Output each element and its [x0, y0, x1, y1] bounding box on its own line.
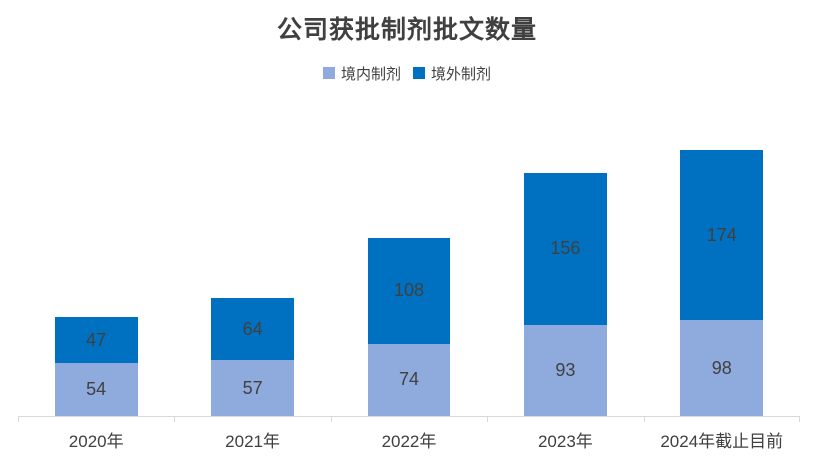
bar-segment: 64	[211, 297, 295, 361]
axis-tick	[174, 417, 176, 422]
bar-segment: 54	[54, 363, 138, 416]
legend-label: 境外制剂	[431, 65, 492, 83]
bar-segment: 108	[367, 238, 451, 344]
legend-label: 境内制剂	[340, 65, 401, 83]
bar-bin: 108 74	[331, 110, 487, 416]
legend-item-1: 境内制剂	[322, 63, 401, 84]
bar-column: 108 74	[367, 238, 451, 416]
plot-area: 47 54 64 57 108 74 156 93 174 98	[18, 110, 800, 416]
bar-value-label: 57	[242, 377, 263, 398]
legend-swatch-icon	[413, 67, 425, 79]
bar-bin: 64 57	[174, 110, 330, 416]
chart-legend: 境内制剂 境外制剂	[0, 63, 814, 83]
bar-value-label: 108	[393, 280, 424, 301]
bar-segment: 98	[680, 320, 764, 416]
bar-bin: 156 93	[487, 110, 643, 416]
bar-segment: 93	[523, 325, 607, 416]
bar-value-label: 93	[555, 360, 576, 381]
x-axis-label: 2022年	[381, 432, 437, 451]
x-axis: 2020年 2021年 2022年 2023年 2024年截止目前	[18, 416, 800, 462]
bar-value-label: 64	[242, 318, 263, 339]
bar-segment: 174	[680, 150, 764, 321]
x-axis-label: 2023年	[537, 432, 593, 451]
bar-column: 156 93	[523, 172, 607, 416]
bar-segment: 74	[367, 343, 451, 416]
x-axis-label: 2021年	[225, 432, 280, 451]
bar-value-label: 174	[706, 224, 737, 245]
bar-value-label: 74	[398, 369, 419, 390]
bar-bin: 174 98	[644, 110, 800, 416]
x-axis-label: 2024年截止目前	[660, 432, 784, 451]
x-axis-label: 2020年	[68, 432, 124, 451]
bar-bin: 47 54	[18, 110, 174, 416]
legend-item-2: 境外制剂	[413, 63, 491, 84]
bar-column: 64 57	[211, 297, 295, 416]
bar-column: 174 98	[680, 150, 764, 416]
bar-segment: 47	[54, 317, 138, 364]
bar-value-label: 47	[86, 329, 107, 350]
legend-swatch-icon	[322, 67, 335, 79]
bar-value-label: 156	[550, 238, 581, 259]
axis-tick	[18, 417, 19, 422]
axis-tick	[799, 417, 800, 422]
bar-value-label: 54	[86, 379, 107, 400]
bar-segment: 57	[211, 360, 295, 416]
bar-segment: 156	[523, 172, 607, 326]
axis-tick	[487, 417, 489, 422]
axis-tick	[330, 417, 332, 422]
axis-tick	[643, 417, 645, 422]
bar-column: 47 54	[54, 317, 138, 416]
bar-value-label: 98	[711, 357, 732, 378]
chart-title: 公司获批制剂批文数量	[276, 16, 537, 44]
